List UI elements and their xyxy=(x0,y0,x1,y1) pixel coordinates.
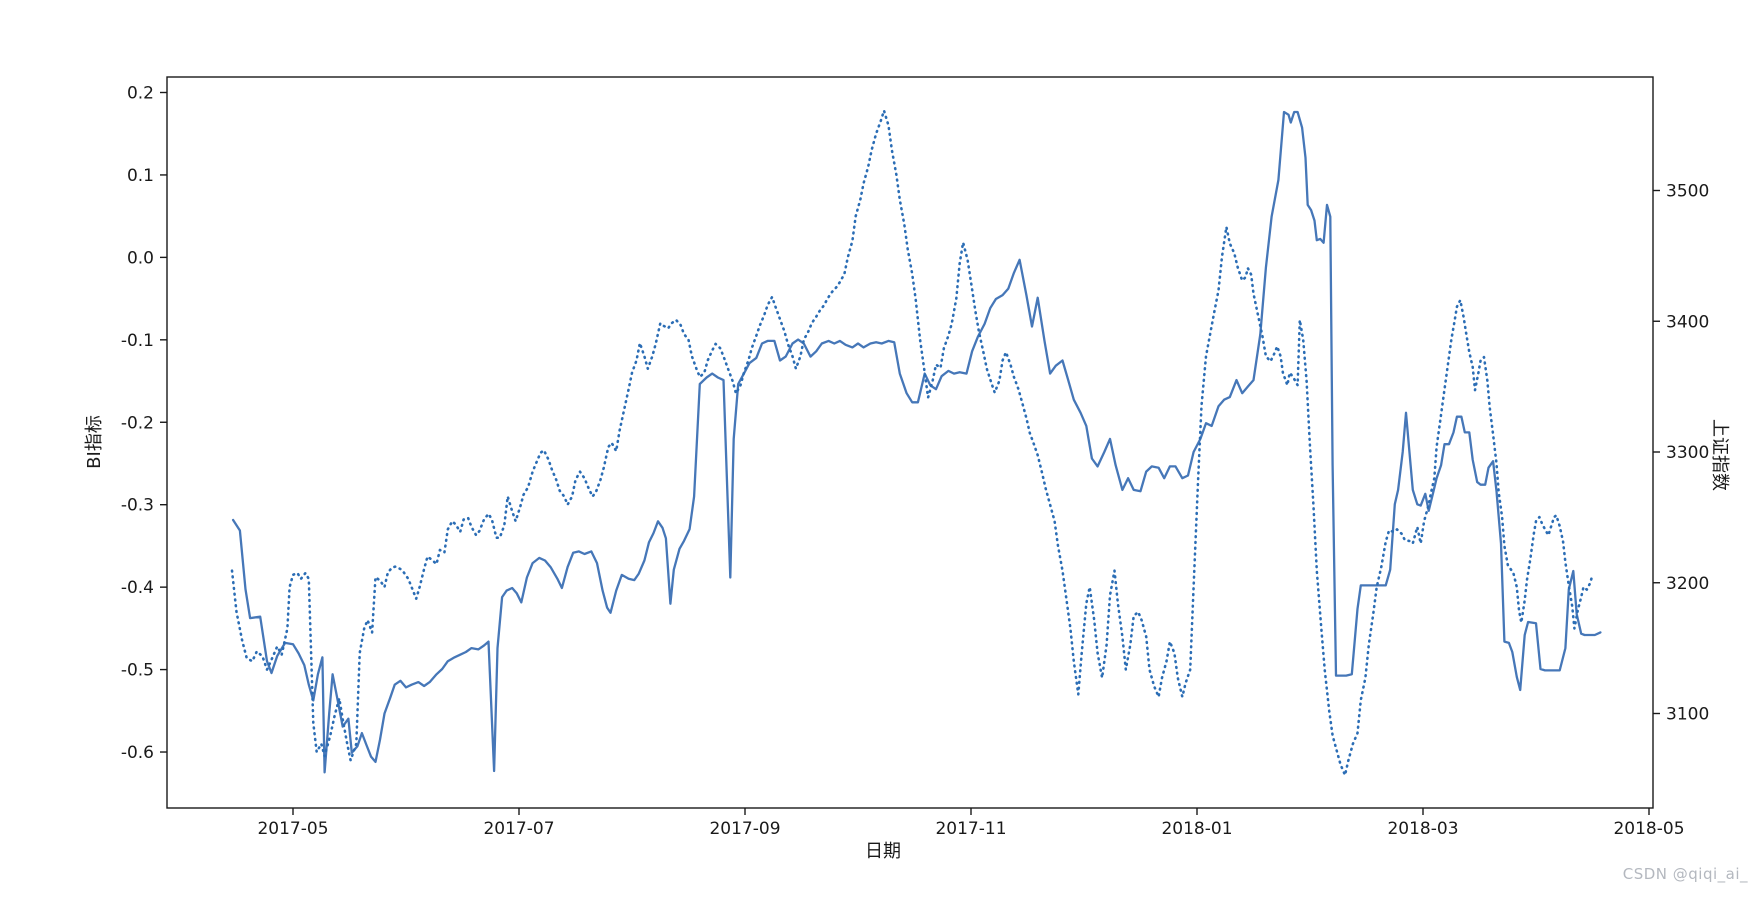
x-axis-label: 日期 xyxy=(865,841,901,862)
y-axis-label-left: BI指标 xyxy=(84,415,105,469)
y-right-tick-label: 3300 xyxy=(1666,443,1709,463)
y-left-tick-label: -0.4 xyxy=(121,578,154,598)
x-tick-label: 2018-05 xyxy=(1613,819,1684,839)
csdn-watermark: CSDN @qiqi_ai_ xyxy=(1622,865,1748,883)
y-left-tick-label: -0.2 xyxy=(121,413,154,433)
y-left-tick-label: 0.1 xyxy=(127,166,154,186)
x-tick-label: 2017-11 xyxy=(935,819,1006,839)
y-right-tick-label: 3400 xyxy=(1666,312,1709,332)
series-上证指数 xyxy=(231,110,1602,774)
chart-series xyxy=(230,109,1602,777)
y-right-tick-label: 3200 xyxy=(1666,574,1709,594)
y-left-tick-label: -0.5 xyxy=(121,661,154,681)
y-left-tick-label: 0.0 xyxy=(127,248,154,268)
x-tick-label: 2018-03 xyxy=(1387,819,1458,839)
y-right-tick-label: 3100 xyxy=(1666,705,1709,725)
x-tick-label: 2018-01 xyxy=(1161,819,1232,839)
y-left-tick-label: -0.3 xyxy=(121,496,154,516)
x-tick-label: 2017-05 xyxy=(257,819,328,839)
y-left-tick-label: -0.6 xyxy=(121,743,154,763)
series-BI指标 xyxy=(230,109,1594,777)
axis-ticks: 2017-05 2017-07 2017-09 2017-11 2018-01 2018-… xyxy=(121,84,1709,840)
y-axis-label-right: 上证指数 xyxy=(1709,419,1730,491)
x-tick-label: 2017-07 xyxy=(483,819,554,839)
y-left-tick-label: 0.2 xyxy=(127,84,154,104)
y-right-tick-label: 3500 xyxy=(1666,182,1709,202)
x-tick-label: 2017-09 xyxy=(709,819,780,839)
y-left-tick-label: -0.1 xyxy=(121,331,154,351)
plot-area xyxy=(166,76,1654,809)
